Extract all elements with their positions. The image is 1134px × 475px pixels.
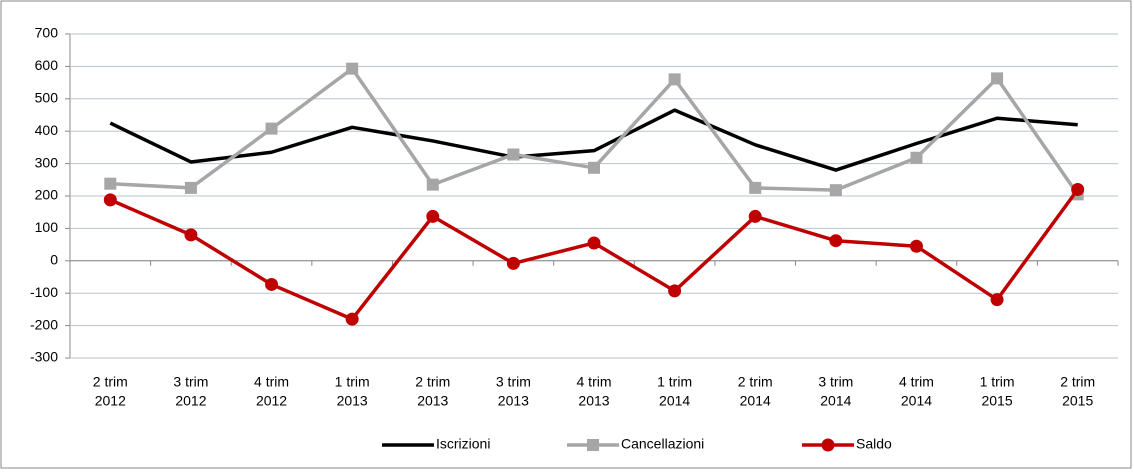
x-tick-label: 4 trim (899, 374, 934, 390)
y-tick-label: 700 (35, 25, 59, 41)
marker (668, 73, 681, 86)
x-tick-label: 2014 (820, 393, 851, 409)
legend-label: Iscrizioni (436, 436, 490, 452)
x-tick-label: 3 trim (173, 374, 208, 390)
x-tick-label: 3 trim (818, 374, 853, 390)
marker (103, 193, 117, 207)
x-tick-label: 2013 (498, 393, 529, 409)
marker (668, 284, 682, 298)
y-tick-label: 600 (35, 57, 59, 73)
y-tick-label: -100 (30, 284, 58, 300)
x-tick-label: 2015 (981, 393, 1012, 409)
x-tick-label: 2015 (1062, 393, 1093, 409)
x-tick-label: 1 trim (980, 374, 1015, 390)
marker (749, 181, 762, 194)
marker (1071, 183, 1085, 197)
marker (426, 178, 439, 191)
marker (910, 151, 923, 164)
x-tick-label: 3 trim (496, 374, 531, 390)
marker (587, 439, 599, 451)
marker (588, 161, 600, 174)
x-tick-label: 1 trim (657, 374, 692, 390)
marker (587, 236, 601, 250)
marker (909, 239, 923, 253)
marker (426, 209, 440, 223)
marker (346, 62, 359, 75)
x-tick-label: 2013 (417, 393, 448, 409)
x-tick-label: 2 trim (415, 374, 450, 390)
x-tick-label: 4 trim (577, 374, 612, 390)
y-tick-label: -200 (30, 316, 58, 332)
x-tick-label: 1 trim (335, 374, 370, 390)
y-tick-label: 500 (35, 90, 59, 106)
marker (506, 256, 520, 270)
marker (265, 277, 279, 291)
x-tick-label: 2012 (256, 393, 287, 409)
series-line (109, 108, 1078, 172)
x-tick-label: 2014 (659, 393, 690, 409)
marker (345, 312, 359, 326)
y-tick-label: 300 (35, 154, 59, 170)
y-tick-label: 100 (35, 219, 59, 235)
y-tick-label: 400 (35, 122, 59, 138)
x-tick-label: 2014 (901, 393, 932, 409)
x-tick-label: 2012 (95, 393, 126, 409)
y-tick-label: 200 (35, 187, 59, 203)
legend-label: Saldo (856, 436, 892, 452)
x-tick-label: 2 trim (93, 374, 128, 390)
marker (184, 228, 198, 242)
marker (265, 122, 278, 135)
legend-label: Cancellazioni (621, 436, 704, 452)
y-tick-label: -300 (30, 349, 58, 365)
x-tick-label: 2 trim (1060, 374, 1095, 390)
y-tick-label: 0 (50, 252, 58, 268)
x-tick-label: 2013 (578, 393, 609, 409)
marker (829, 184, 842, 197)
marker (507, 148, 520, 161)
x-tick-label: 2 trim (738, 374, 773, 390)
marker (829, 234, 843, 248)
x-tick-label: 2012 (175, 393, 206, 409)
x-tick-label: 2014 (740, 393, 771, 409)
x-tick-label: 2013 (337, 393, 368, 409)
x-tick-label: 4 trim (254, 374, 289, 390)
marker (748, 209, 762, 223)
marker (184, 181, 197, 194)
marker (821, 438, 835, 452)
marker (104, 177, 117, 190)
marker (991, 72, 1004, 85)
marker (990, 293, 1004, 307)
